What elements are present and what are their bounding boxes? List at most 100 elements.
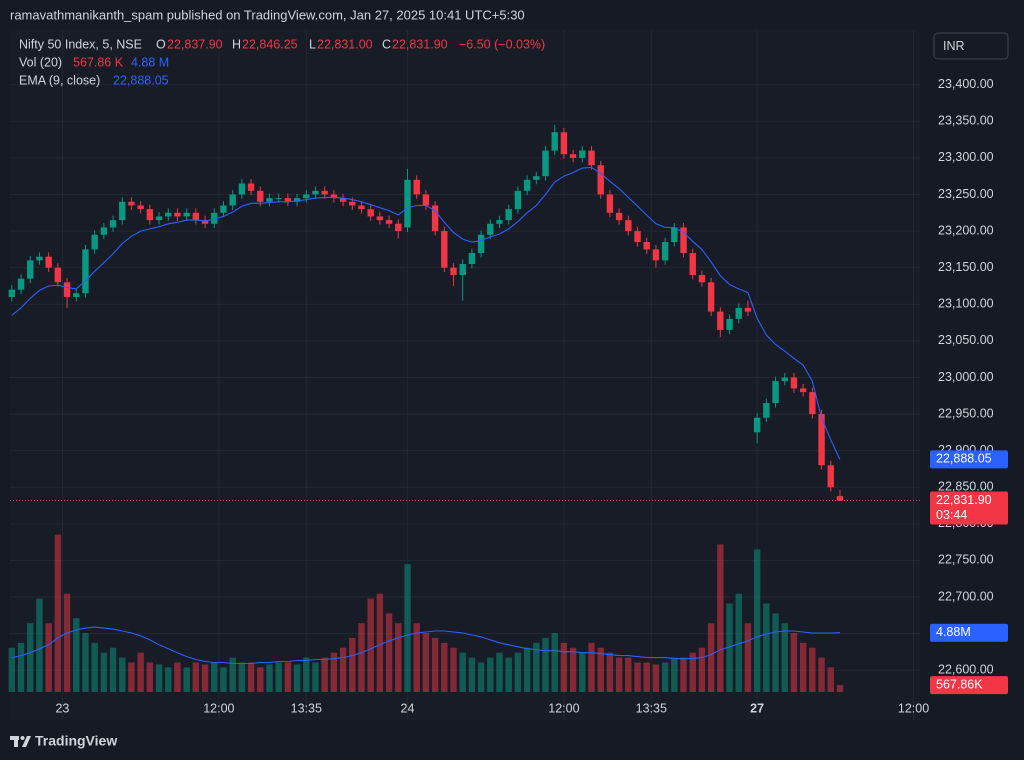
x-tick-label: 24 xyxy=(401,701,415,715)
candle-body xyxy=(523,179,531,191)
x-tick-label: 13:35 xyxy=(636,701,667,715)
candle-body xyxy=(100,227,108,235)
candle-body xyxy=(533,176,540,180)
volume-bar xyxy=(8,647,16,692)
volume-bar xyxy=(606,652,614,692)
candle-body xyxy=(477,234,485,254)
candle-body xyxy=(275,198,282,200)
candle-body xyxy=(680,227,687,254)
volume-bar xyxy=(726,603,733,692)
volume-bar xyxy=(146,662,154,692)
candle-body xyxy=(551,132,558,151)
candle-body xyxy=(588,150,595,166)
candle-body xyxy=(137,205,144,210)
volume-bar xyxy=(625,657,632,692)
volume-bar xyxy=(772,613,779,692)
last-price-label: 22,831.90 xyxy=(936,493,992,507)
y-tick-label: 22,950.00 xyxy=(938,406,994,420)
legend-value: 22,831.00 xyxy=(317,37,373,51)
volume-bar xyxy=(542,637,549,692)
candle-body xyxy=(818,414,825,466)
ema-line xyxy=(11,166,841,460)
candle-body xyxy=(376,216,384,221)
y-tick-label: 22,600.00 xyxy=(938,663,994,677)
candle-body xyxy=(744,307,752,312)
candle-body xyxy=(367,209,374,217)
volume-legend-name: Vol (20) xyxy=(19,55,62,69)
volume-bar xyxy=(367,598,374,692)
candle-body xyxy=(560,132,568,155)
volume-bar xyxy=(431,637,439,692)
volume-bar xyxy=(165,667,172,692)
grid-layer: 23,400.00 23,350.00 23,300.00 23,250.00 23,2… xyxy=(10,30,994,720)
legend-key: O xyxy=(156,37,166,51)
candle-body xyxy=(763,403,770,418)
candle-body xyxy=(91,234,98,250)
candle-body xyxy=(303,194,310,199)
volume-bar xyxy=(505,657,512,692)
volume-bar xyxy=(358,623,365,692)
candle-body xyxy=(385,220,393,224)
y-tick-label: 23,400.00 xyxy=(938,77,994,91)
volume-bar xyxy=(339,647,347,692)
volume-bar xyxy=(450,647,457,692)
volume-bar xyxy=(119,657,126,692)
candle-body xyxy=(450,267,457,275)
y-tick-label: 23,100.00 xyxy=(938,297,994,311)
legend-value: 22,831.90 xyxy=(392,37,448,51)
candle-body xyxy=(496,220,503,224)
volume-bar xyxy=(698,647,706,692)
plot-area xyxy=(10,30,920,720)
volume-bar xyxy=(238,662,246,692)
volume-bar xyxy=(137,652,144,692)
candle-body xyxy=(109,220,117,228)
volume-bar xyxy=(376,593,384,692)
volume-bar xyxy=(73,618,80,692)
candle-body xyxy=(395,223,402,232)
candle-body xyxy=(643,242,650,250)
volume-bar xyxy=(763,603,770,692)
volume-bar xyxy=(266,664,273,692)
volume-bar xyxy=(579,652,586,692)
x-tick-label: 12:00 xyxy=(548,701,579,715)
candle-body xyxy=(201,220,209,224)
candle-body xyxy=(211,212,218,224)
ema-legend-value: 22,888.05 xyxy=(113,73,169,87)
currency-label[interactable]: INR xyxy=(943,39,965,53)
volume-box xyxy=(930,676,1008,695)
x-tick-label: 23 xyxy=(55,701,69,715)
candle-body xyxy=(753,417,761,433)
y-tick-label: 22,700.00 xyxy=(938,589,994,603)
volume-legend-value: 567.86 K xyxy=(73,55,124,69)
legend-key: C xyxy=(382,37,391,51)
volume-bar xyxy=(827,667,834,692)
volume-bar xyxy=(183,667,190,692)
volume-bar xyxy=(422,632,430,692)
candle-body xyxy=(671,227,678,243)
candle-body xyxy=(606,194,614,213)
candle-body xyxy=(836,496,844,501)
volume-bar xyxy=(17,642,25,692)
currency-button[interactable] xyxy=(933,32,1009,60)
candle-body xyxy=(312,190,319,195)
candle-body xyxy=(339,198,347,202)
volume-bar xyxy=(634,662,641,692)
volume-bar xyxy=(36,598,43,692)
y-tick-label: 22,850.00 xyxy=(938,480,994,494)
candle-body xyxy=(487,223,494,235)
candle-body xyxy=(247,183,255,191)
candle-body xyxy=(63,282,71,297)
volume-bar xyxy=(523,647,531,692)
volume-bar xyxy=(321,657,328,692)
candle-body xyxy=(293,198,301,202)
volume-bar xyxy=(533,642,540,692)
candle-body xyxy=(772,381,779,404)
y-tick-label: 22,750.00 xyxy=(938,553,994,567)
candle-body xyxy=(174,212,181,217)
candle-body xyxy=(625,220,632,232)
volume-bar xyxy=(155,664,163,692)
volume-bar xyxy=(404,564,411,692)
candle-body xyxy=(707,282,715,312)
candle-body xyxy=(827,465,834,488)
